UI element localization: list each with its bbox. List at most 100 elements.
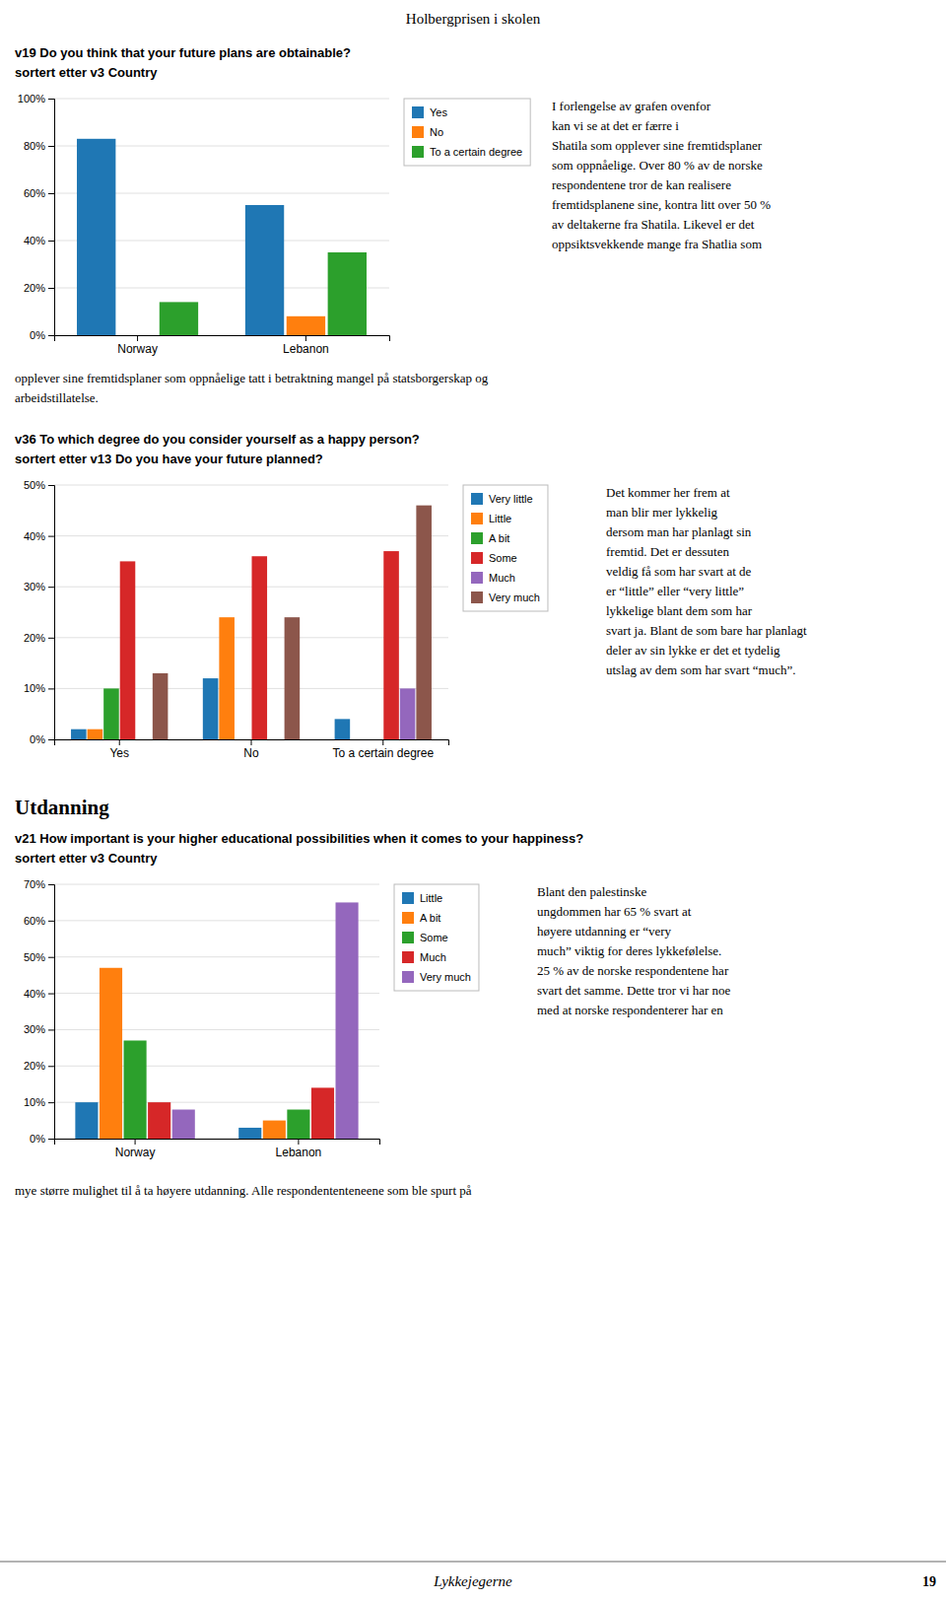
bar [367,739,384,741]
y-tick-label: 60% [23,187,46,200]
legend-item: Little [402,891,443,904]
bar [172,1109,196,1139]
legend-item: Much [402,950,447,963]
grid-line [54,883,380,885]
below-text: opplever sine fremtidsplaner som oppnåel… [14,370,489,406]
x-axis-line [55,1139,381,1146]
y-tick-mark [48,1065,55,1067]
legend-swatch [471,512,483,525]
body-text: I forlengelse av grafen ovenfor [551,98,712,114]
chart-1: v36 To which degree do you consider your… [14,431,808,760]
bar [284,616,301,740]
page-number: 19 [922,1573,937,1589]
series [70,677,350,740]
series [159,252,367,336]
body-text: svart det samme. Dette tror vi har noe [537,982,732,998]
page-footer: Lykkejegerne [432,1572,513,1589]
x-tick-mark [251,739,253,745]
y-tick-mark [48,1101,55,1103]
body-text: mye større mulighet til å ta høyere utda… [14,1182,473,1198]
bar [335,718,351,740]
body-text: lykkelige blant dem som har [606,603,753,618]
legend-swatch [471,532,483,544]
y-tick: 0% [29,1132,55,1145]
series [147,1086,335,1139]
legend: LittleA bitSomeMuchVery much [394,883,479,991]
x-axis-line [55,336,391,342]
chart-subtitle: sortert etter v13 Do you have your futur… [14,451,324,467]
body-text: dersom man har planlagt sin [606,524,752,540]
y-tick: 50% [23,478,55,491]
y-axis-line [48,99,56,337]
y-axis: 0%10%20%30%40%50%60%70% [23,878,56,1145]
body-text: Shatila som opplever sine fremtidsplaner [551,137,763,153]
legend-label: Very much [419,970,472,983]
x-axis: NorwayLebanon [55,335,391,356]
legend-label: Much [419,950,447,963]
legend-swatch [402,891,414,904]
legend-item: A bit [471,532,510,544]
series [172,901,359,1139]
grid-line [54,955,380,957]
y-tick: 40% [23,530,55,542]
legend-frame [394,883,479,991]
body-text: opplever sine fremtidsplaner som oppnåel… [14,370,489,386]
legend-swatch [402,950,414,963]
x-tick-mark [136,335,138,341]
x-tick-mark [135,1138,136,1145]
x-tick: Norway [117,335,158,356]
legend-frame [404,98,531,166]
y-tick: 60% [23,187,55,200]
legend-swatch [411,126,424,138]
y-tick-mark [48,484,55,486]
body-text: oppsiktsvekkende mange fra Shatlia som [551,236,762,252]
x-axis: NorwayLebanon [55,1138,381,1159]
y-axis: 0%10%20%30%40%50% [23,478,56,745]
body-text: ungdommen har 65 % svart at [537,903,692,919]
body-text: av deltakerne fra Shatila. Likevel er de… [551,216,755,232]
body-text: fremtidsplanene sine, kontra litt over 5… [551,197,771,212]
chart-title: v19 Do you think that your future plans … [14,45,351,61]
legend-label: Much [488,571,516,584]
legend-item: Very much [471,591,541,604]
y-tick: 30% [23,1022,55,1035]
y-tick-label: 50% [23,950,46,963]
legend-swatch [402,911,414,924]
x-axis-line [55,740,450,746]
body-text: 25 % av de norske respondentene har [537,962,730,978]
x-tick-label: Yes [109,745,130,760]
series [400,687,416,740]
legend-swatch [471,571,483,584]
legend-swatch [471,591,483,604]
y-tick: 20% [23,281,55,294]
body-text: svart ja. Blant de som bare har planlagt [606,622,808,638]
bar [268,739,284,741]
legend-item: Very much [402,970,472,983]
bar [350,739,367,741]
bar [124,1039,147,1139]
y-axis-line [48,485,56,741]
y-tick-mark [48,536,55,538]
bar [415,505,432,740]
bar [311,1086,335,1139]
legend-frame [463,484,548,611]
legend-swatch [402,931,414,944]
y-tick-mark [48,883,55,885]
grid-line [54,535,449,537]
bar [159,301,199,336]
x-tick-mark [119,739,121,745]
y-tick: 70% [23,878,55,890]
chart-0: v19 Do you think that your future plans … [14,45,771,406]
legend: Very littleLittleA bitSomeMuchVery much [463,484,548,611]
y-tick: 10% [23,681,55,694]
legend: YesNoTo a certain degree [404,98,531,166]
x-tick-mark [305,335,307,341]
y-tick-mark [48,1028,55,1030]
chart-title: v21 How important is your higher educati… [14,830,584,846]
y-tick-label: 10% [23,1095,46,1108]
x-tick: Yes [109,739,130,760]
legend-label: No [429,126,444,138]
legend-label: Little [488,512,512,525]
legend-swatch [471,551,483,564]
bar [202,677,219,740]
